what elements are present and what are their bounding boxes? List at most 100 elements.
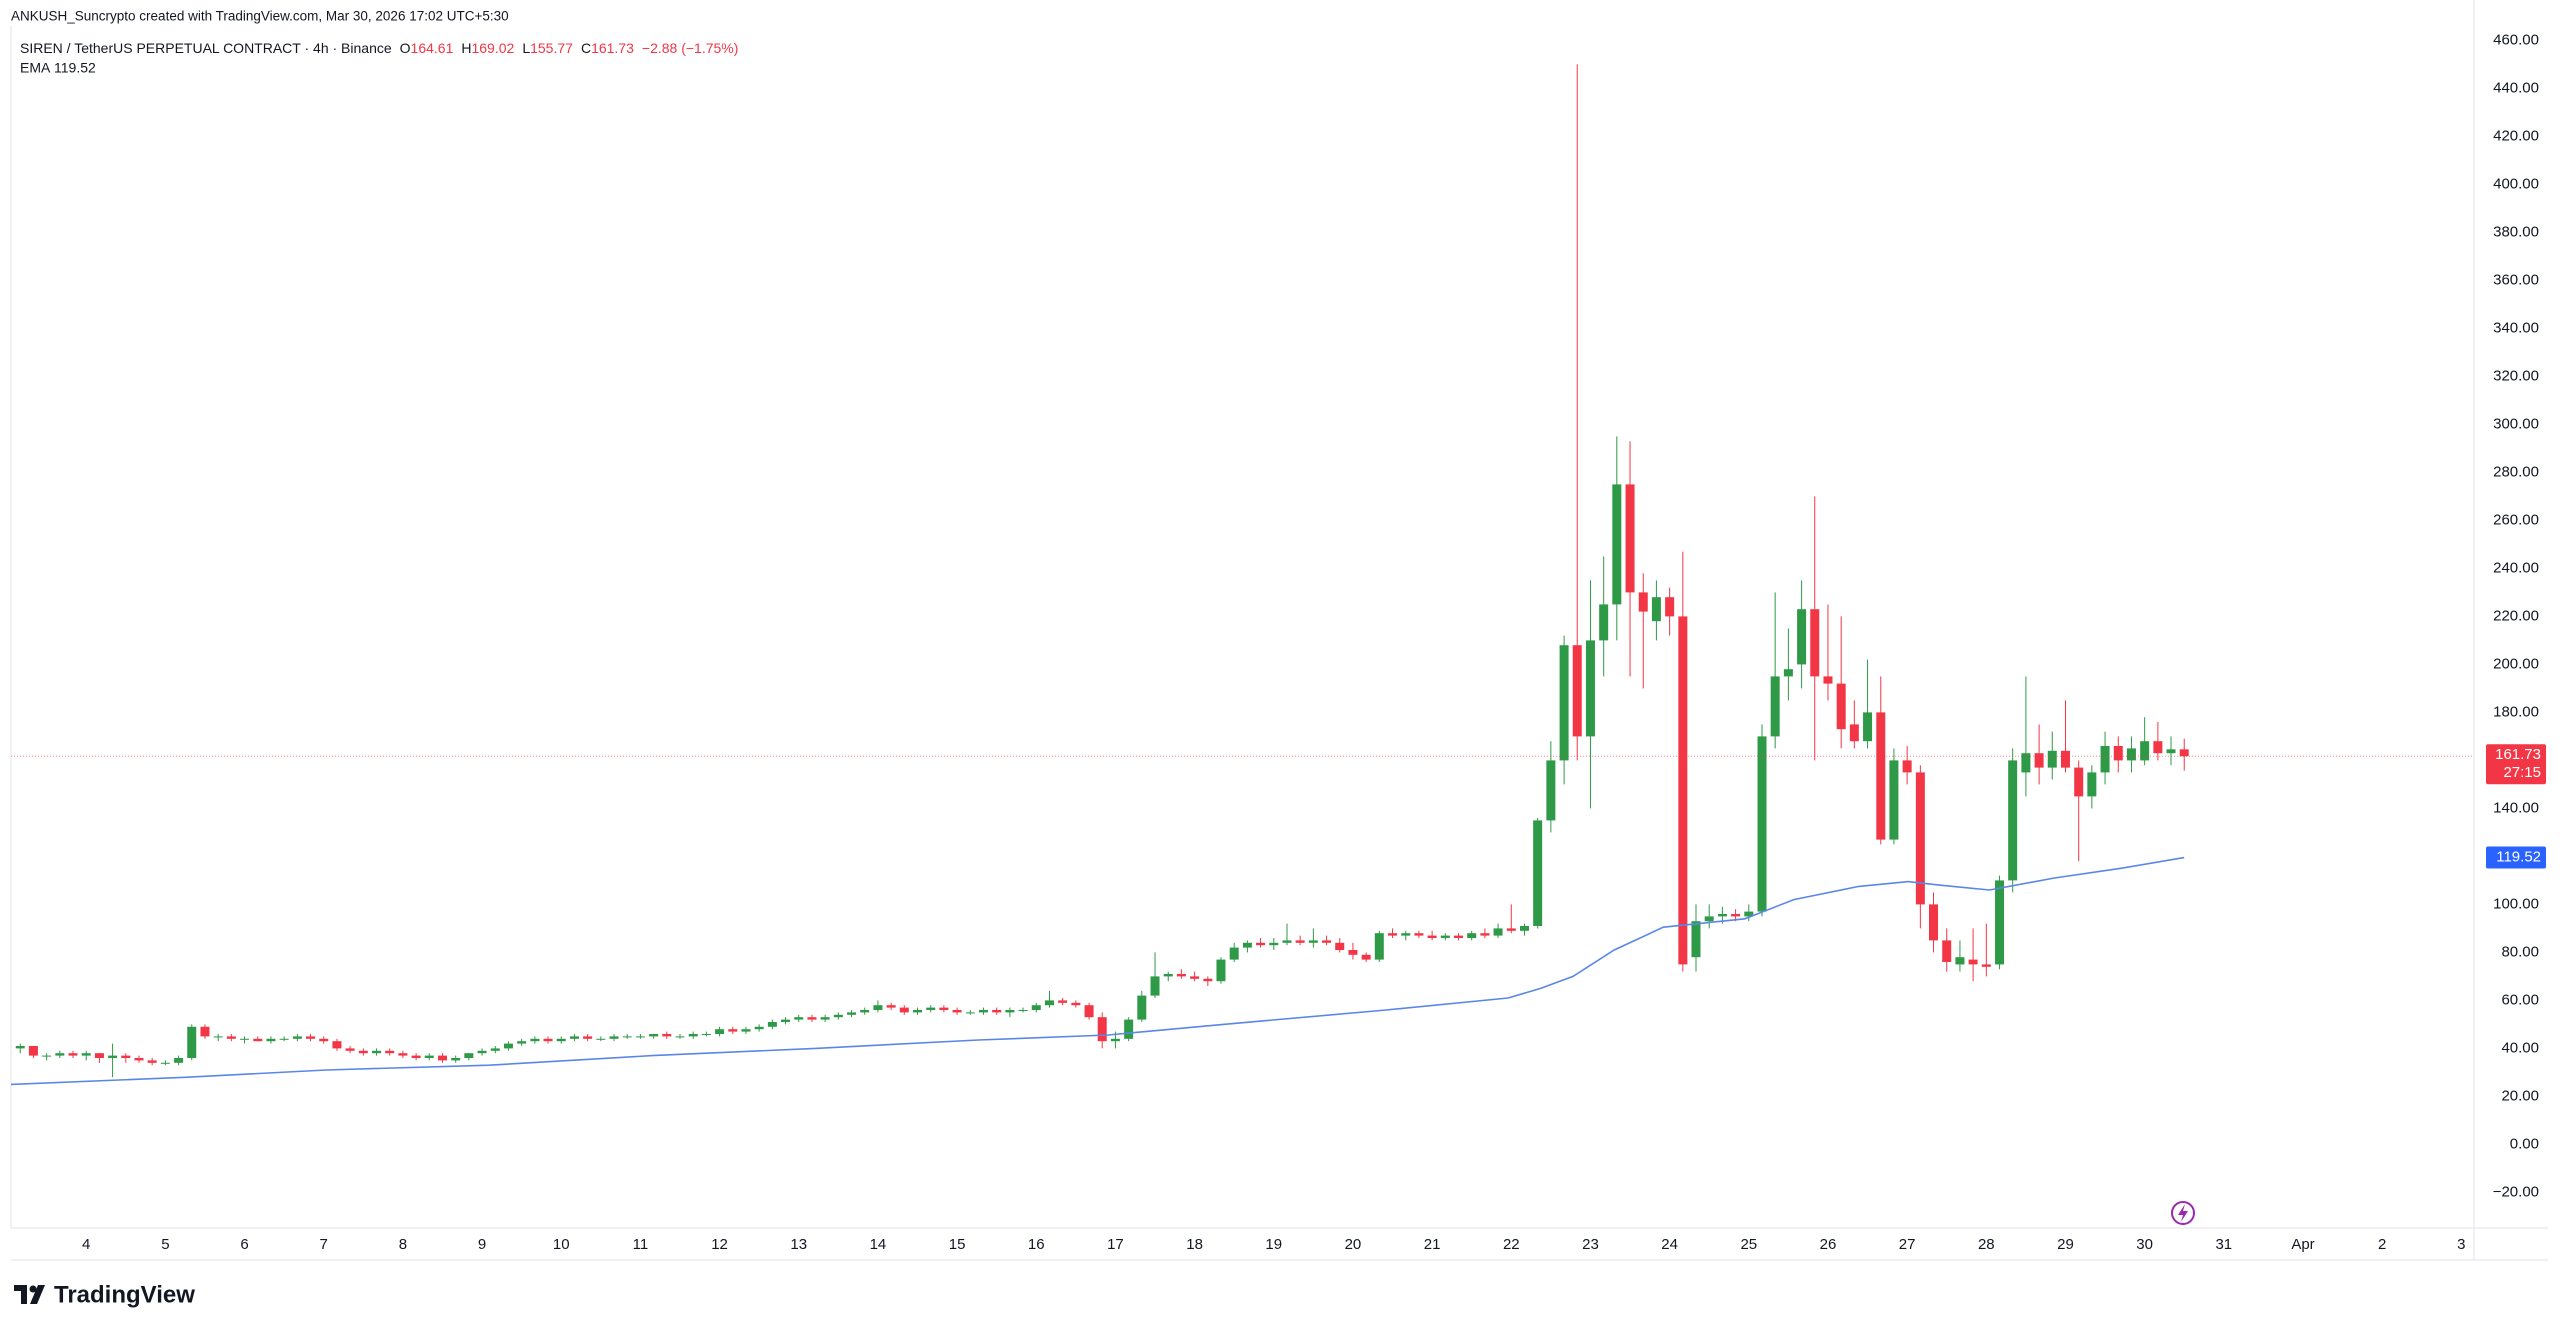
candle-body: [992, 1010, 1002, 1013]
candle-body: [609, 1036, 619, 1039]
candle-body: [2074, 767, 2084, 797]
candle-body: [28, 1046, 38, 1056]
y-tick-label: 80.00: [2501, 943, 2539, 960]
x-tick-label: 4: [82, 1236, 90, 1253]
candle-body: [1348, 950, 1358, 955]
candle-body: [1889, 760, 1899, 840]
candle-body: [1520, 926, 1530, 931]
lightning-icon[interactable]: [2171, 1201, 2195, 1225]
candle-body: [1783, 669, 1793, 677]
x-tick-label: 9: [478, 1236, 486, 1253]
candle-body: [688, 1034, 698, 1037]
candle-body: [833, 1014, 843, 1018]
candle-body: [1863, 712, 1873, 742]
candle-body: [1071, 1002, 1081, 1006]
y-tick-label: 180.00: [2493, 703, 2539, 720]
candle-body: [2034, 753, 2044, 768]
candle-body: [1453, 935, 1463, 938]
candle-body: [1612, 484, 1622, 605]
legend-value: 164.61: [411, 40, 454, 56]
candles: [15, 64, 2189, 1078]
legend-symbol: SIREN / TetherUS PERPETUAL CONTRACT · 4h…: [20, 40, 392, 56]
y-tick-label: 240.00: [2493, 559, 2539, 576]
candle-body: [1533, 820, 1543, 926]
x-tick-label: 7: [320, 1236, 328, 1253]
candle-body: [424, 1055, 434, 1058]
x-tick-label: 3: [2457, 1236, 2465, 1253]
x-tick-label: 15: [949, 1236, 966, 1253]
candle-body: [1599, 604, 1609, 641]
candle-body: [820, 1017, 830, 1020]
candle-body: [81, 1053, 91, 1056]
candle-body: [1704, 916, 1714, 922]
candle-body: [715, 1029, 725, 1034]
candle-body: [1955, 957, 1965, 965]
candle-body: [2087, 772, 2097, 797]
x-tick-label: 25: [1740, 1236, 1757, 1253]
candle-body: [1190, 976, 1200, 979]
logo-text: TradingView: [54, 1281, 195, 1308]
candle-body: [1902, 760, 1912, 773]
y-tick-label: 320.00: [2493, 367, 2539, 384]
countdown-label: 27:15: [2503, 764, 2541, 781]
y-tick-label: 0.00: [2510, 1135, 2539, 1152]
x-tick-label: 11: [633, 1236, 649, 1253]
candle-body: [1097, 1017, 1107, 1042]
candle-body: [1942, 940, 1952, 962]
candle-body: [1269, 942, 1279, 946]
x-tick-label: Apr: [2291, 1236, 2314, 1253]
candle-body: [767, 1022, 777, 1027]
candle-body: [1427, 935, 1437, 938]
candle-body: [899, 1007, 909, 1013]
ema-legend-name: EMA: [20, 60, 51, 76]
x-tick-label: 12: [711, 1236, 728, 1253]
candle-body: [1625, 484, 1635, 593]
candle-body: [174, 1058, 184, 1063]
candle-body: [1467, 933, 1477, 938]
candle-body: [860, 1010, 870, 1013]
candle-body: [1216, 959, 1226, 982]
x-tick-label: 14: [870, 1236, 887, 1253]
candle-body: [1150, 976, 1160, 996]
candle-body: [2100, 746, 2110, 773]
x-tick-label: 20: [1345, 1236, 1362, 1253]
candle-body: [1546, 760, 1556, 821]
candle-body: [1717, 914, 1727, 917]
candle-body: [1295, 940, 1305, 943]
candle-body: [1229, 947, 1239, 960]
candle-body: [952, 1010, 962, 1013]
last-price-box: [2486, 744, 2546, 785]
candle-body: [319, 1038, 329, 1042]
candle-body: [583, 1036, 593, 1039]
candle-body: [464, 1053, 474, 1058]
candle-body: [939, 1007, 949, 1010]
candle-body: [1044, 1000, 1054, 1006]
candle-body: [1691, 921, 1701, 958]
candle-body: [662, 1034, 672, 1037]
candle-body: [978, 1010, 988, 1013]
candle-body: [2008, 760, 2018, 881]
candle-body: [1308, 940, 1318, 943]
candle-body: [1770, 676, 1780, 737]
candle-body: [1876, 712, 1886, 840]
candle-body: [1665, 597, 1675, 617]
candle-body: [1506, 928, 1516, 931]
candle-body: [1995, 880, 2005, 965]
candle-body: [200, 1026, 210, 1037]
candle-body: [1163, 974, 1173, 977]
y-tick-label: 340.00: [2493, 319, 2539, 336]
candle-body: [1823, 676, 1833, 684]
x-tick-label: 8: [399, 1236, 407, 1253]
x-tick-label: 24: [1661, 1236, 1678, 1253]
candle-body: [477, 1050, 487, 1054]
candle-body: [121, 1055, 131, 1058]
candle-body: [266, 1038, 276, 1042]
y-tick-label: 380.00: [2493, 223, 2539, 240]
y-tick-label: 260.00: [2493, 511, 2539, 528]
candle-body: [345, 1048, 355, 1051]
candle-body: [847, 1012, 857, 1015]
candle-body: [1731, 914, 1741, 917]
candle-body: [1797, 609, 1807, 665]
candle-body: [873, 1005, 883, 1010]
x-tick-label: 28: [1978, 1236, 1995, 1253]
